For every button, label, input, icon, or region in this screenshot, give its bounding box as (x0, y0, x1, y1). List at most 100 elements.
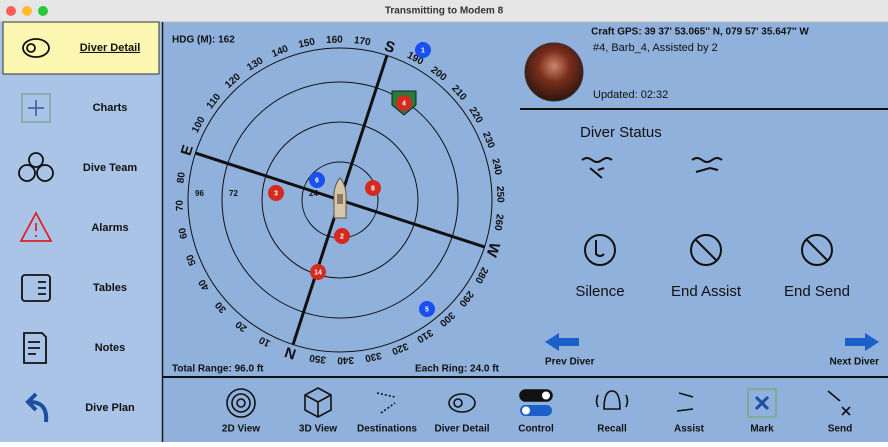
diver-marker[interactable] (419, 301, 435, 317)
sidebar-item[interactable]: Alarms (91, 222, 128, 234)
target-ring (226, 388, 256, 418)
diver-marker[interactable] (365, 180, 381, 196)
diver-label: 2 (340, 233, 344, 240)
craft-gps: Craft GPS: 39 37' 53.065'' N, 079 57' 35… (591, 27, 809, 38)
notes-icon (23, 332, 47, 364)
target-ring (231, 393, 251, 413)
range-label: 24 (309, 189, 318, 198)
action-label[interactable]: Silence (575, 283, 624, 300)
status-title: Diver Status (580, 124, 662, 141)
diver-down-icon (589, 167, 605, 179)
silence-icon[interactable] (584, 234, 616, 266)
toolbar-item[interactable]: Control (518, 424, 554, 435)
toolbar-icon[interactable] (226, 388, 256, 418)
diver-marker[interactable] (268, 185, 284, 201)
prev-diver[interactable]: Prev Diver (545, 357, 595, 368)
sidebar (0, 22, 162, 442)
toolbar-icon[interactable] (304, 387, 332, 418)
silence-glyph (595, 240, 605, 257)
action-icons (584, 234, 833, 266)
toolbar-item[interactable]: 2D View (222, 424, 260, 435)
next-arrow[interactable] (845, 333, 879, 351)
toolbar-icon[interactable] (595, 390, 629, 410)
minimize-button[interactable] (22, 6, 32, 16)
next-diver[interactable]: Next Diver (830, 357, 880, 368)
bearing-label: 330 (364, 349, 383, 363)
sidebar-item[interactable]: Notes (95, 342, 126, 354)
destinations (376, 392, 396, 414)
title-bar (0, 0, 888, 22)
bearing-label: 150 (297, 36, 316, 50)
range-label: 96 (195, 189, 204, 198)
mark-grid (747, 388, 777, 418)
status-icons (581, 157, 723, 179)
cube (304, 387, 332, 418)
prev-arrow[interactable] (545, 333, 579, 351)
back-icon (25, 392, 49, 423)
wave-icon (691, 157, 723, 163)
toolbar-item[interactable]: Diver Detail (434, 424, 489, 435)
each-ring: Each Ring: 24.0 ft (415, 364, 500, 375)
diver-label: 3 (274, 190, 278, 197)
sidebar-item[interactable]: Charts (93, 102, 128, 114)
total-range: Total Range: 96.0 ft (172, 364, 264, 375)
sidebar-item[interactable]: Dive Plan (85, 402, 135, 414)
toggle-knob (522, 406, 530, 415)
end-send-slash (805, 238, 829, 262)
bearing-label: 50 (184, 252, 199, 267)
sidebar-icon (18, 152, 54, 182)
toolbar-item[interactable]: 3D View (299, 424, 337, 435)
diver-swim-icon (695, 166, 719, 173)
end-send-icon[interactable] (801, 234, 833, 266)
sidebar-icon (19, 211, 53, 242)
toolbar-item[interactable]: Destinations (357, 424, 417, 435)
bearing-label: 80 (175, 171, 188, 184)
toolbar-item[interactable]: Send (828, 424, 852, 435)
sidebar-icon (25, 392, 49, 423)
heading-label: HDG (M): 162 (172, 35, 235, 46)
diver-marker[interactable] (415, 42, 431, 58)
diver-label: 6 (315, 177, 319, 184)
boat-cabin (337, 194, 343, 204)
cardinal-label: E (178, 143, 197, 158)
action-label[interactable]: End Assist (671, 283, 742, 300)
send (827, 390, 851, 416)
diver-marker[interactable] (309, 172, 325, 188)
mask-lens (453, 398, 463, 408)
toolbar-icon[interactable] (376, 392, 396, 414)
mask-icon (22, 38, 50, 58)
close-button[interactable] (6, 6, 16, 16)
end-assist-icon[interactable] (690, 234, 722, 266)
diver-marker[interactable] (396, 95, 412, 111)
toolbar-item[interactable]: Assist (674, 424, 705, 435)
range-label: 72 (229, 189, 238, 198)
toolbar-item[interactable]: Mark (750, 424, 774, 435)
toolbar-icon[interactable] (448, 393, 476, 413)
diver-label: 4 (402, 100, 406, 107)
diver-marker[interactable] (310, 264, 326, 280)
toolbar-icon[interactable] (827, 390, 851, 416)
bearing-label: 250 (494, 186, 506, 203)
toolbar-icon[interactable] (676, 392, 694, 412)
sidebar-selected (2, 21, 160, 75)
bearing-label: 170 (353, 35, 371, 48)
mask (448, 393, 476, 413)
mark-glyph (754, 395, 770, 411)
diver-marker[interactable] (334, 228, 350, 244)
sidebar-item[interactable]: Dive Team (83, 162, 137, 174)
toolbar-item[interactable]: Recall (597, 424, 627, 435)
alarm-icon (19, 211, 53, 242)
sidebar-item[interactable]: Diver Detail (80, 42, 141, 54)
wave-icon (581, 157, 613, 163)
cardinal-label: S (382, 38, 397, 57)
action-label[interactable]: End Send (784, 283, 850, 300)
toolbar-icon[interactable] (519, 389, 553, 416)
zoom-button[interactable] (38, 6, 48, 16)
diver-label: 14 (314, 269, 322, 276)
toolbar-icon[interactable] (747, 388, 777, 418)
diver-label: 1 (421, 47, 425, 54)
sidebar-item[interactable]: Tables (93, 282, 127, 294)
team-icon (18, 164, 36, 182)
bearing-label: 340 (337, 354, 354, 366)
